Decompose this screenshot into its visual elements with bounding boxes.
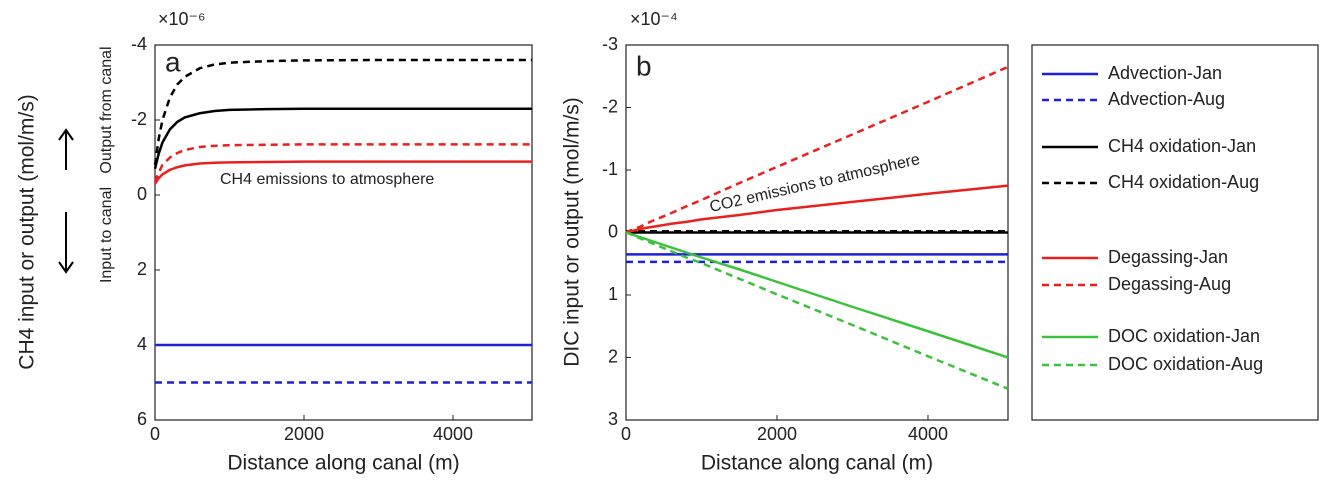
axis-multiplier: ×10⁻⁶: [158, 9, 205, 29]
x-axis-label: Distance along canal (m): [227, 452, 459, 475]
legend-label: Degassing-Aug: [1108, 274, 1231, 294]
x-tick-label: 0: [621, 424, 631, 444]
x-tick-label: 0: [150, 424, 160, 444]
legend-label: CH4 oxidation-Jan: [1108, 136, 1256, 156]
legend-box: [1031, 44, 1319, 421]
series-line: Degassing-Jan: [625, 184, 1009, 234]
x-tick-label: 4000: [908, 424, 948, 444]
x-tick-label: 2000: [284, 424, 324, 444]
legend-label: CH4 oxidation-Aug: [1108, 172, 1259, 192]
legend-label: Advection-Aug: [1108, 89, 1225, 109]
series-line: DOC oxidation-Jan: [625, 231, 1009, 359]
legend-label: Advection-Jan: [1108, 63, 1222, 83]
annotation: Output from canal: [98, 46, 115, 173]
x-tick-label: 2000: [757, 424, 797, 444]
legend-label: Degassing-Jan: [1108, 247, 1228, 267]
y-tick-label: 2: [137, 259, 147, 279]
y-tick-label: 3: [608, 409, 618, 429]
y-tick-label: 4: [137, 334, 147, 354]
y-tick-label: 0: [608, 221, 618, 241]
y-tick-label: -2: [602, 96, 618, 116]
panel-letter: b: [636, 50, 652, 81]
series-line: Degassing-Aug: [625, 65, 1009, 234]
series-line: DOC oxidation-Aug: [625, 231, 1009, 390]
plot-area: [154, 44, 533, 421]
y-tick-label: 0: [137, 184, 147, 204]
annotation: Input to canal: [98, 187, 115, 283]
direction-arrows: [58, 128, 74, 274]
y-tick-label: -4: [131, 34, 147, 54]
x-axis-label: Distance along canal (m): [701, 452, 933, 475]
axis-multiplier: ×10⁻⁴: [630, 9, 678, 29]
y-tick-label: 1: [608, 284, 618, 304]
y-tick-label: 6: [137, 409, 147, 429]
series-line: Degassing-Jan: [153, 160, 532, 185]
y-axis-label: DIC input or output (mol/m/s): [561, 97, 584, 367]
y-tick-label: -1: [602, 159, 618, 179]
series-line: CH4 oxidation-Jan: [153, 107, 532, 170]
y-tick-label: -2: [131, 109, 147, 129]
y-axis-label: CH4 input or output (mol/m/s): [16, 94, 39, 369]
y-tick-label: 2: [608, 346, 618, 366]
series-line: CH4 oxidation-Aug: [153, 58, 532, 166]
legend-label: DOC oxidation-Jan: [1108, 326, 1260, 346]
panel-letter: a: [165, 46, 181, 77]
x-tick-label: 4000: [433, 424, 473, 444]
legend-label: DOC oxidation-Aug: [1108, 354, 1263, 374]
y-tick-label: -3: [602, 34, 618, 54]
annotation: CH4 emissions to atmosphere: [220, 171, 434, 188]
